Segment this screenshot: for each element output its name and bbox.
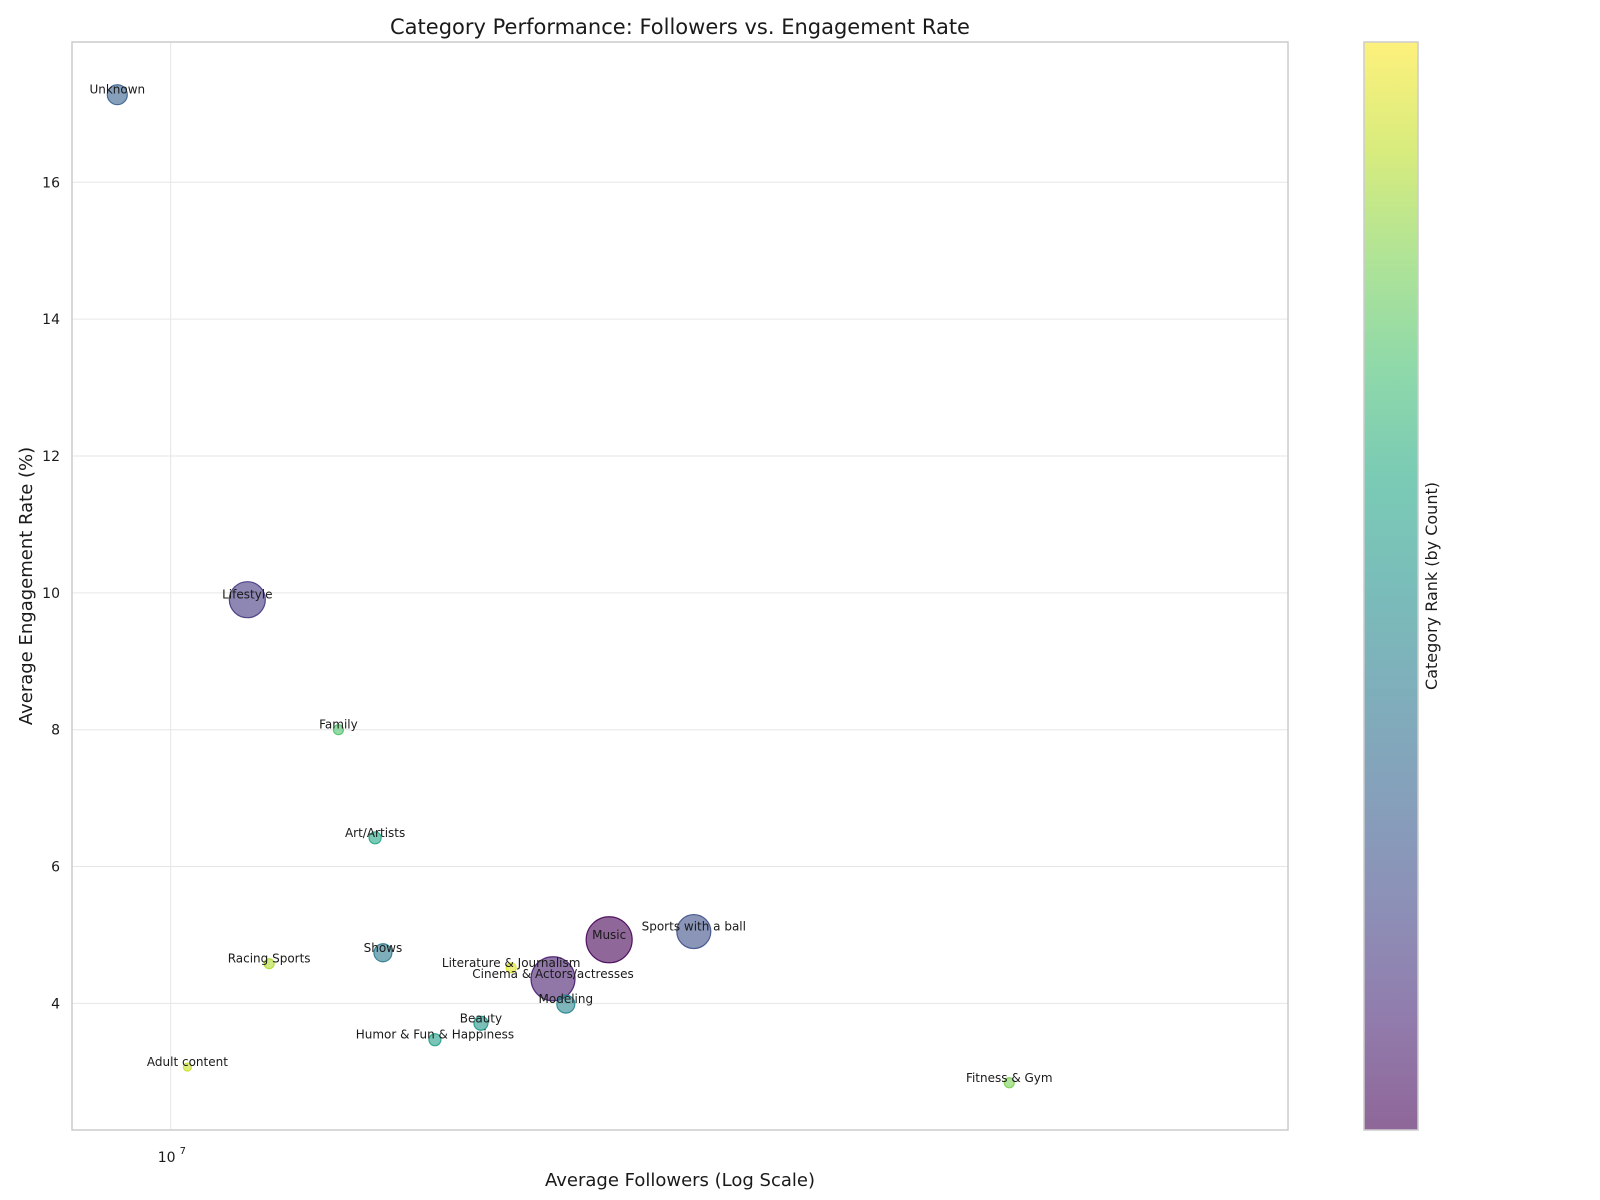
points-layer	[106, 84, 1015, 1089]
y-tick-label: 4	[51, 996, 60, 1012]
data-point	[263, 958, 275, 970]
x-tick-exponent: 7	[180, 1146, 186, 1157]
grid	[72, 42, 1288, 1130]
y-tick-label: 10	[42, 586, 60, 602]
x-axis-label: Average Followers (Log Scale)	[545, 1170, 815, 1191]
point-label: Family	[319, 718, 358, 732]
data-point	[676, 913, 712, 950]
data-point	[585, 916, 633, 964]
data-point	[106, 84, 128, 106]
point-label: Lifestyle	[222, 588, 272, 602]
data-point	[473, 1015, 489, 1031]
data-point	[428, 1033, 442, 1047]
data-point	[556, 994, 576, 1014]
point-label: Art/Artists	[345, 826, 405, 840]
colorbar-frame	[1363, 41, 1419, 1131]
y-tick-label: 6	[51, 860, 60, 876]
point-label: Shows	[364, 941, 403, 955]
point-label: Humor & Fun & Happiness	[356, 1028, 514, 1042]
y-tick-label: 12	[42, 449, 60, 465]
colorbar-gradient	[1364, 42, 1418, 1130]
y-axis-label: Average Engagement Rate (%)	[16, 447, 37, 725]
y-tick-label: 8	[51, 723, 60, 739]
point-label: Cinema & Actors/actresses	[472, 967, 633, 981]
point-label: Racing Sports	[228, 952, 311, 966]
plot-frame	[71, 41, 1289, 1131]
x-tick-label: 10	[158, 1150, 176, 1166]
data-point	[1003, 1077, 1015, 1089]
point-label: Adult content	[147, 1055, 228, 1069]
chart-title: Category Performance: Followers vs. Enga…	[390, 15, 970, 39]
point-label: Music	[592, 928, 626, 942]
point-label: Unknown	[89, 83, 145, 97]
point-label: Literature & Journalism	[442, 956, 581, 970]
data-point	[505, 962, 517, 974]
data-point	[228, 581, 266, 619]
y-axis-ticks: 4 6 8 10 12 14 16	[42, 175, 60, 1012]
point-labels-layer: Unknown Lifestyle Family Art/Artists Shows Ra…	[89, 83, 1052, 1085]
data-point	[332, 724, 345, 736]
data-point	[530, 956, 576, 1002]
data-point	[373, 943, 393, 963]
data-point	[182, 1062, 193, 1072]
x-axis-ticks: 10 7	[158, 1146, 186, 1166]
point-label: Beauty	[460, 1011, 502, 1025]
point-label: Sports with a ball	[642, 920, 746, 934]
data-point	[368, 831, 382, 845]
colorbar: Category Rank (by Count)	[1363, 41, 1441, 1131]
point-label: Fitness & Gym	[966, 1071, 1053, 1085]
colorbar-label: Category Rank (by Count)	[1422, 482, 1441, 690]
y-tick-label: 14	[42, 312, 60, 328]
point-label: Modeling	[539, 992, 594, 1006]
y-tick-label: 16	[42, 175, 60, 191]
